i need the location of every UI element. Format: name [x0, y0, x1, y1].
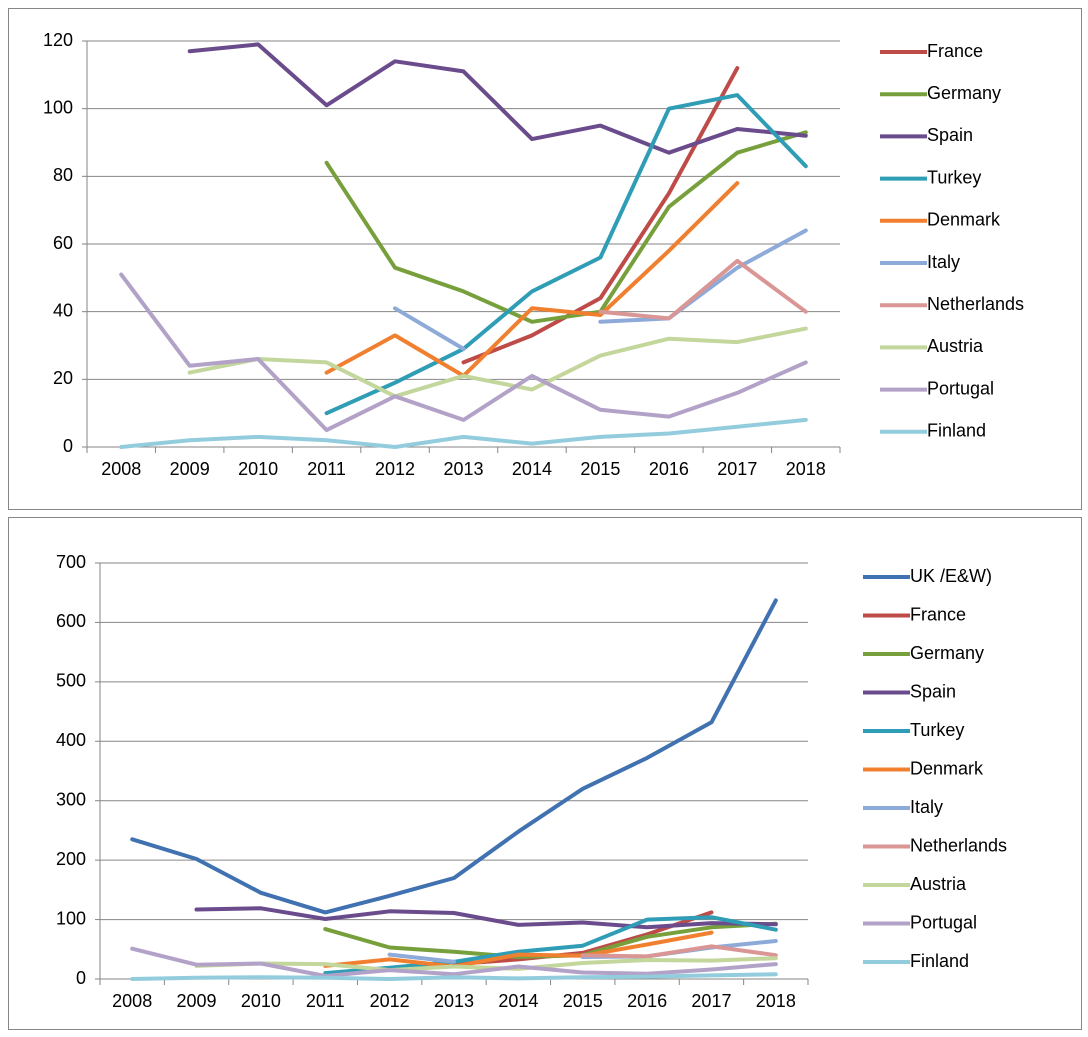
- series-line: [324, 93, 808, 416]
- x-tick-label: 2014: [512, 459, 552, 479]
- legend-label: Austria: [927, 336, 984, 356]
- legend-label: Portugal: [927, 378, 994, 398]
- legend-label: Denmark: [927, 210, 1001, 230]
- x-tick-label: 2009: [177, 991, 217, 1011]
- legend-label: Portugal: [910, 912, 977, 932]
- y-tick-label: 300: [56, 789, 86, 809]
- x-tick-label: 2018: [786, 459, 826, 479]
- series-line: [130, 598, 778, 915]
- y-tick-label: 700: [56, 552, 86, 572]
- x-tick-label: 2008: [112, 991, 152, 1011]
- x-tick-label: 2009: [170, 459, 210, 479]
- series-line: [323, 915, 778, 976]
- x-tick-label: 2015: [563, 991, 603, 1011]
- x-tick-label: 2012: [370, 991, 410, 1011]
- x-tick-label: 2013: [443, 459, 483, 479]
- series-line: [323, 930, 714, 969]
- y-tick-label: 100: [43, 97, 73, 117]
- y-tick-label: 60: [53, 233, 73, 253]
- y-tick-label: 40: [53, 300, 73, 320]
- series-line: [461, 66, 740, 365]
- series-line: [187, 326, 808, 399]
- y-tick-label: 500: [56, 671, 86, 691]
- series-line: [393, 228, 808, 351]
- legend-label: Spain: [927, 125, 973, 145]
- x-tick-label: 2017: [717, 459, 757, 479]
- legend-label: Turkey: [910, 720, 964, 740]
- series-line: [324, 130, 808, 324]
- legend-label: Denmark: [910, 758, 984, 778]
- legend-label: Turkey: [927, 167, 981, 187]
- chart-frame: [8, 8, 1082, 510]
- legend-label: Germany: [910, 643, 984, 663]
- x-tick-label: 2014: [498, 991, 538, 1011]
- x-tick-label: 2013: [434, 991, 474, 1011]
- series-line: [194, 906, 778, 930]
- legend-label: France: [910, 604, 966, 624]
- legend-label: Finland: [910, 951, 969, 971]
- legend-label: Italy: [910, 797, 943, 817]
- series-line: [130, 946, 778, 978]
- legend-label: Germany: [927, 83, 1001, 103]
- x-tick-label: 2018: [756, 991, 796, 1011]
- legend-label: Austria: [910, 874, 967, 894]
- y-tick-label: 20: [53, 368, 73, 388]
- x-tick-label: 2010: [238, 459, 278, 479]
- legend-label: UK /E&W): [910, 566, 992, 586]
- series-line: [580, 944, 778, 959]
- series-line: [119, 417, 808, 449]
- x-tick-label: 2008: [101, 459, 141, 479]
- x-tick-label: 2010: [241, 991, 281, 1011]
- legend-label: Netherlands: [927, 294, 1024, 314]
- series-line: [194, 956, 778, 973]
- legend-label: Netherlands: [910, 835, 1007, 855]
- series-line: [130, 972, 778, 981]
- series-line: [598, 258, 808, 321]
- x-tick-label: 2017: [691, 991, 731, 1011]
- series-line: [323, 921, 778, 959]
- chart-frame: [8, 517, 1082, 1030]
- y-tick-label: 200: [56, 849, 86, 869]
- y-tick-label: 120: [43, 30, 73, 50]
- legend-label: France: [927, 41, 983, 61]
- series-line: [324, 181, 740, 378]
- x-tick-label: 2012: [375, 459, 415, 479]
- legend-label: Italy: [927, 252, 960, 272]
- y-tick-label: 100: [56, 908, 86, 928]
- x-tick-label: 2011: [306, 991, 345, 1011]
- series-line: [119, 272, 808, 433]
- x-tick-label: 2016: [649, 459, 689, 479]
- legend-label: Spain: [910, 681, 956, 701]
- y-tick-label: 0: [76, 968, 86, 988]
- x-tick-label: 2016: [627, 991, 667, 1011]
- y-tick-label: 80: [53, 165, 73, 185]
- y-tick-label: 600: [56, 611, 86, 631]
- series-line: [187, 42, 808, 155]
- x-tick-label: 2015: [580, 459, 620, 479]
- legend-label: Finland: [927, 421, 986, 441]
- y-tick-label: 400: [56, 730, 86, 750]
- x-tick-label: 2011: [307, 459, 346, 479]
- y-tick-label: 0: [63, 436, 73, 456]
